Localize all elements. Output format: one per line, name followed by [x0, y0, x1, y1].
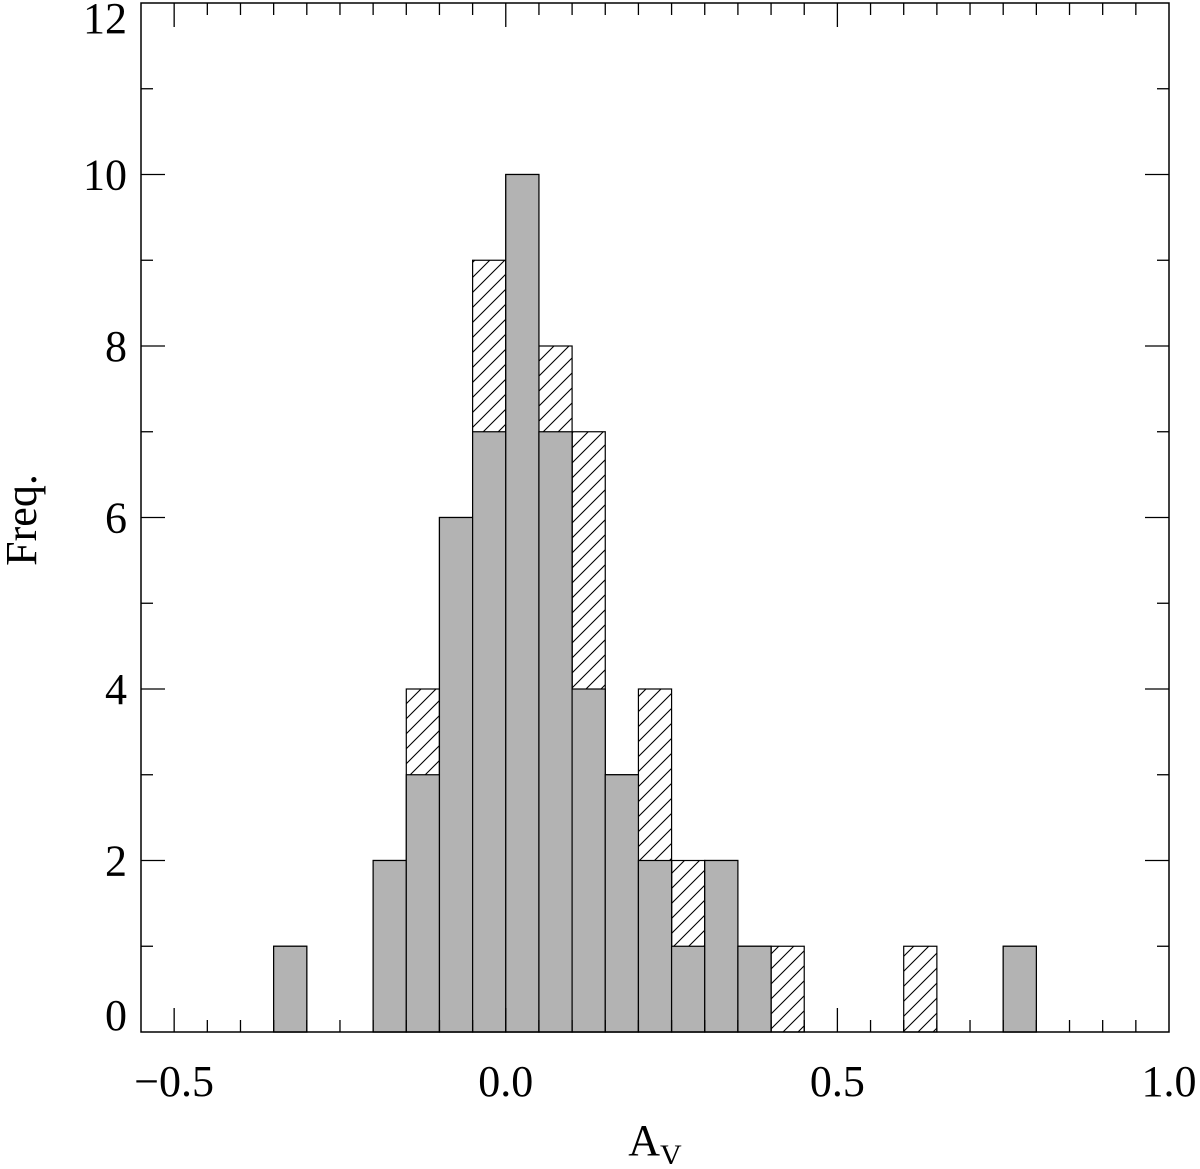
- filled-bar: [737, 945, 772, 1033]
- filled-bar: [704, 859, 739, 1033]
- x-tick-label: 0.0: [478, 1057, 533, 1106]
- filled-bar: [273, 945, 308, 1033]
- hatched-bar: [903, 945, 938, 1033]
- x-tick-label: 1.0: [1142, 1057, 1197, 1106]
- x-axis-label-main: A: [628, 1116, 660, 1164]
- filled-bar: [604, 774, 640, 1033]
- x-axis-label-subscript: V: [660, 1139, 682, 1164]
- filled-bar: [1002, 945, 1037, 1033]
- y-axis-label: Freq.: [0, 474, 46, 566]
- filled-bar: [670, 945, 706, 1033]
- x-axis-label: AV: [628, 1116, 682, 1164]
- bars-layer: [273, 173, 1037, 1033]
- filled-bar: [637, 859, 673, 1033]
- hatched-bar: [770, 945, 805, 1033]
- x-tick-label: −0.5: [134, 1057, 214, 1106]
- filled-bar: [405, 774, 441, 1033]
- y-tick-label: 2: [105, 837, 127, 886]
- y-tick-label: 12: [83, 0, 127, 43]
- y-tick-label: 6: [105, 494, 127, 543]
- filled-bar: [372, 859, 407, 1033]
- y-tick-label: 4: [105, 665, 127, 714]
- filled-bar: [571, 688, 606, 1033]
- filled-bar: [438, 516, 474, 1033]
- filled-bar: [472, 431, 507, 1033]
- filled-bar: [505, 173, 540, 1033]
- y-tick-label: 0: [105, 991, 127, 1040]
- y-tick-label: 10: [83, 151, 127, 200]
- y-tick-label: 8: [105, 322, 127, 371]
- axes-layer: −0.5 0.0 0.5 1.0 0 2 4 6 8 10 12: [83, 0, 1197, 1106]
- x-tick-label: 0.5: [810, 1057, 865, 1106]
- filled-bar: [538, 431, 573, 1033]
